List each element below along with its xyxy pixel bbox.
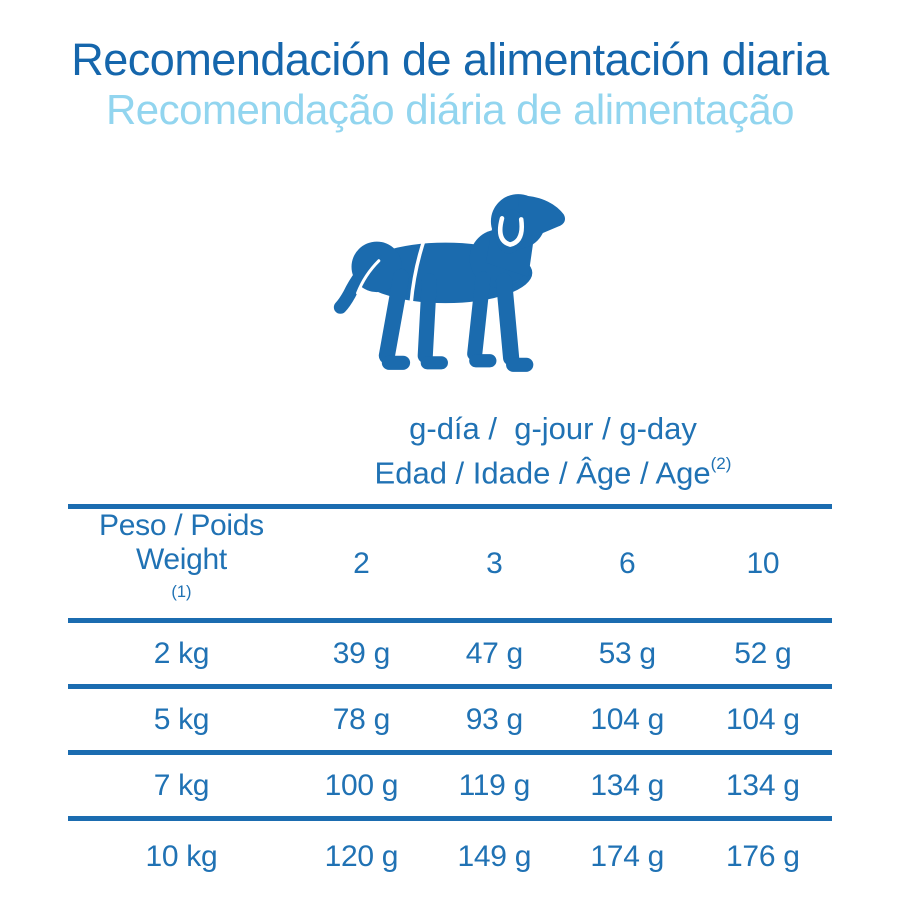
weight-label-line1: Peso / Poids <box>99 509 264 543</box>
grams-cell: 119 g <box>458 768 531 802</box>
weight-label-line2: Weight (1) <box>135 543 227 601</box>
grams-cell: 176 g <box>726 840 800 874</box>
page-title: Recomendación de alimentación diaria <box>71 34 829 85</box>
age-header: Edad / Idade / Âge / Age(2) <box>206 448 900 492</box>
grams-cell: 149 g <box>457 840 532 874</box>
grams-cell: 134 g <box>590 768 664 802</box>
table-row: 2 kg 39 g 47 g 53 g 52 g <box>68 621 832 687</box>
grams-cell: 53 g <box>598 636 657 670</box>
grams-cell: 78 g <box>332 702 391 736</box>
grams-cell: 47 g <box>465 636 524 670</box>
page-subtitle: Recomendação diária de alimentação <box>105 86 795 133</box>
weight-cell: 7 kg <box>153 768 210 802</box>
grams-cell: 39 g <box>332 636 391 670</box>
weight-cell: 2 kg <box>153 636 210 670</box>
grams-cell: 134 g <box>726 768 800 802</box>
age-footnote-marker: (2) <box>710 454 732 474</box>
grams-cell: 52 g <box>734 636 792 670</box>
weight-cell: 5 kg <box>153 702 210 736</box>
grams-cell: 120 g <box>324 840 399 874</box>
grams-cell: 100 g <box>324 768 399 802</box>
table-row: 10 kg 120 g 149 g 174 g 176 g <box>68 819 832 893</box>
grams-cell: 93 g <box>465 702 524 736</box>
table-row: 7 kg 100 g 119 g 134 g 134 g <box>68 753 832 819</box>
unit-header: g-día / g-jour / g-day <box>409 411 697 446</box>
weight-footnote-marker: (1) <box>171 582 192 601</box>
grams-cell: 104 g <box>590 702 664 736</box>
feeding-table: Peso / Poids Weight (1) 2 3 6 10 2 kg 39 … <box>68 504 832 893</box>
age-column-3: 3 <box>486 546 503 580</box>
dog-icon <box>333 194 565 372</box>
age-column-2: 2 <box>353 546 370 580</box>
grams-cell: 174 g <box>590 840 664 874</box>
weight-column-header: Peso / Poids Weight (1) <box>68 507 295 621</box>
age-column-10: 10 <box>746 546 780 580</box>
table-row: 5 kg 78 g 93 g 104 g 104 g <box>68 687 832 753</box>
age-column-6: 6 <box>619 546 636 580</box>
weight-cell: 10 kg <box>145 840 218 874</box>
grams-cell: 104 g <box>726 702 800 736</box>
dog-illustration <box>0 184 900 386</box>
table-header-row: Peso / Poids Weight (1) 2 3 6 10 <box>68 507 832 621</box>
age-header-label: Edad / Idade / Âge / Age <box>374 455 711 491</box>
